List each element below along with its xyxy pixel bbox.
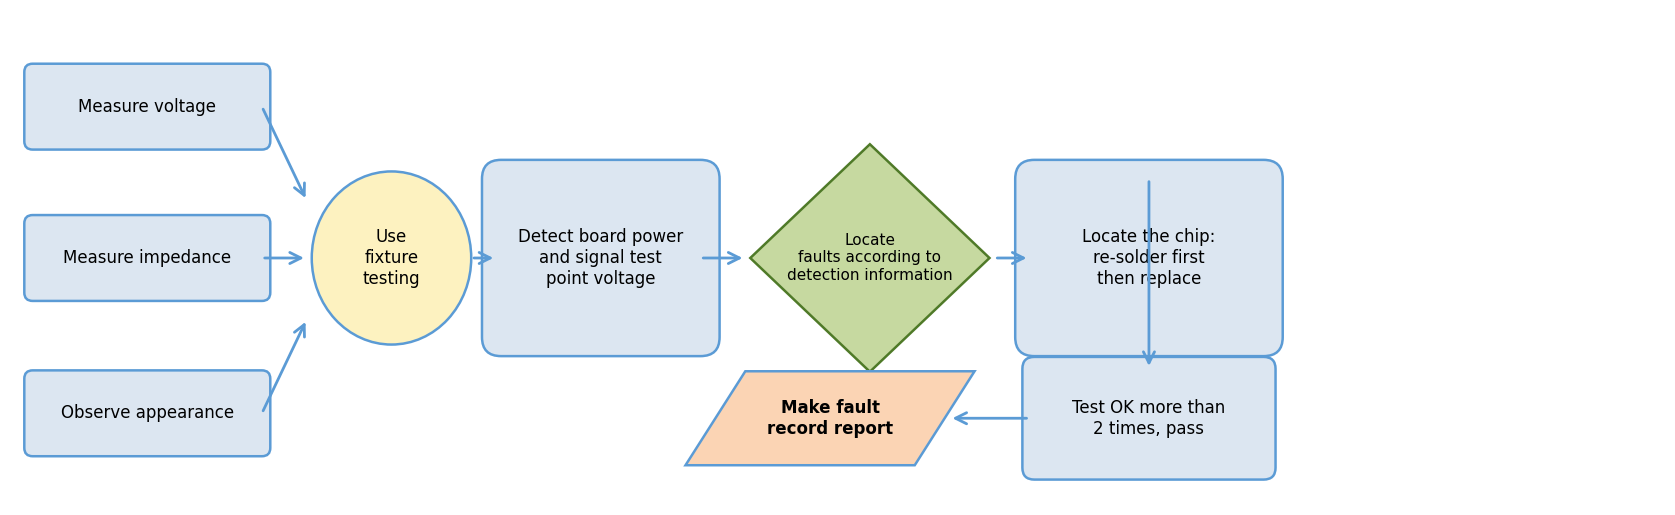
FancyBboxPatch shape (25, 215, 270, 301)
Polygon shape (750, 144, 990, 372)
FancyBboxPatch shape (1015, 160, 1283, 356)
Text: Use
fixture
testing: Use fixture testing (363, 228, 420, 288)
Text: Observe appearance: Observe appearance (60, 404, 234, 422)
Text: Detect board power
and signal test
point voltage: Detect board power and signal test point… (518, 228, 683, 288)
Ellipse shape (312, 171, 471, 345)
Text: Measure impedance: Measure impedance (64, 249, 231, 267)
FancyBboxPatch shape (25, 64, 270, 149)
Text: Locate the chip:
re-solder first
then replace: Locate the chip: re-solder first then re… (1082, 228, 1216, 288)
Text: Make fault
record report: Make fault record report (767, 399, 893, 438)
FancyBboxPatch shape (482, 160, 720, 356)
Text: Test OK more than
2 times, pass: Test OK more than 2 times, pass (1072, 399, 1226, 438)
Text: Locate
faults according to
detection information: Locate faults according to detection inf… (787, 233, 953, 283)
FancyBboxPatch shape (25, 370, 270, 456)
FancyBboxPatch shape (1022, 357, 1276, 479)
Text: Measure voltage: Measure voltage (79, 98, 216, 116)
Polygon shape (685, 371, 975, 465)
